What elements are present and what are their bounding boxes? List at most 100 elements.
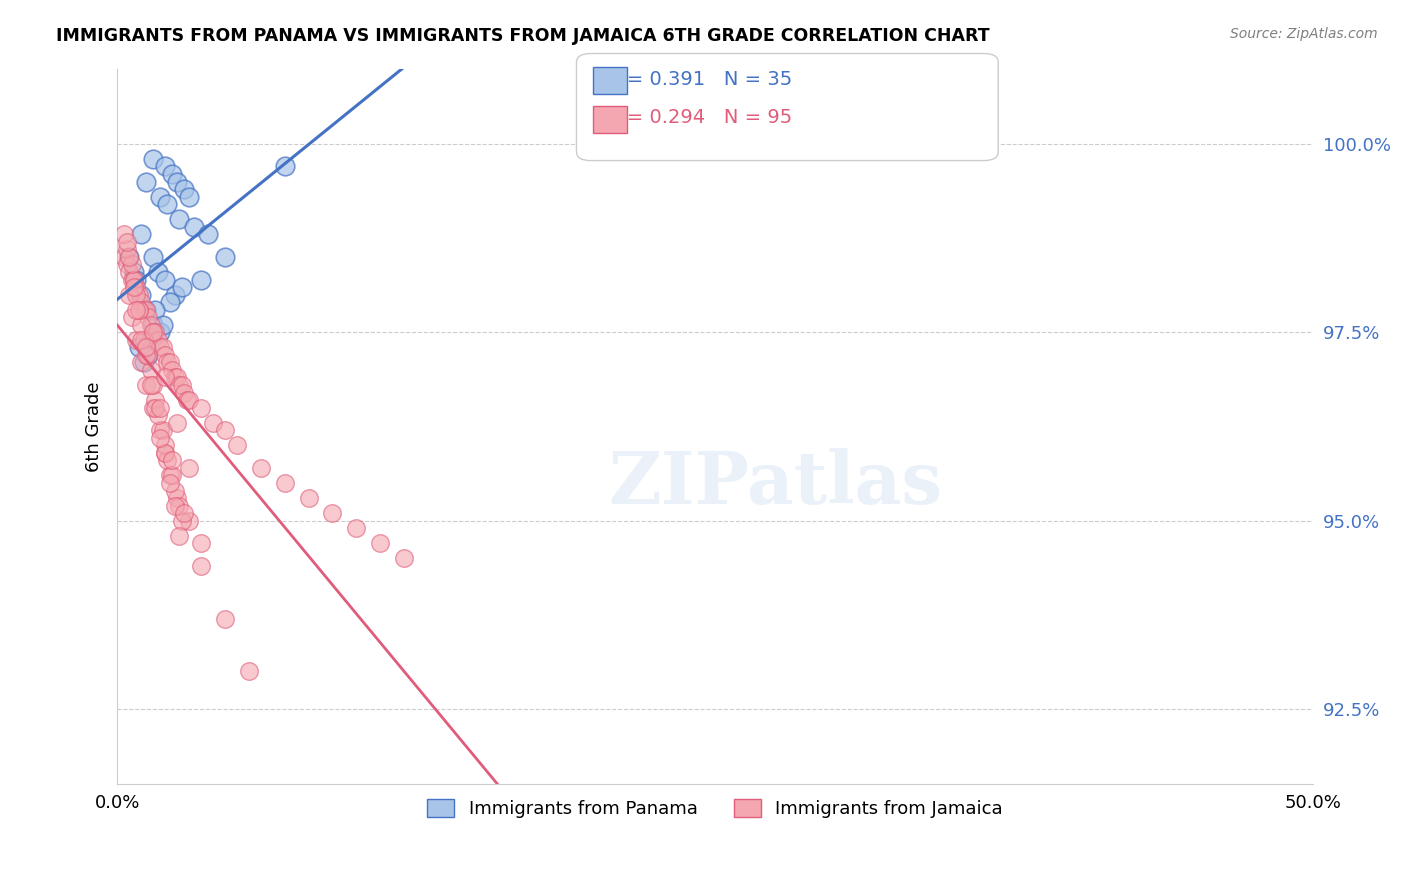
Point bbox=[132, 355, 155, 369]
Point bbox=[156, 355, 179, 369]
Point bbox=[170, 280, 193, 294]
Point bbox=[146, 408, 169, 422]
Point bbox=[214, 612, 236, 626]
Point bbox=[214, 423, 236, 437]
Point bbox=[121, 310, 143, 325]
Point bbox=[115, 257, 138, 271]
Point bbox=[121, 257, 143, 271]
Point bbox=[152, 318, 174, 332]
Point bbox=[142, 318, 165, 332]
Point bbox=[149, 189, 172, 203]
Point bbox=[145, 302, 167, 317]
Point bbox=[169, 378, 191, 392]
Point bbox=[152, 340, 174, 354]
Point bbox=[136, 348, 159, 362]
Point bbox=[153, 446, 176, 460]
Point bbox=[128, 287, 150, 301]
Point bbox=[149, 423, 172, 437]
Point bbox=[190, 272, 212, 286]
Point bbox=[112, 227, 135, 242]
Point bbox=[142, 250, 165, 264]
Point bbox=[169, 499, 191, 513]
Point bbox=[201, 416, 224, 430]
Point bbox=[132, 302, 155, 317]
Point bbox=[142, 326, 165, 340]
Point bbox=[156, 197, 179, 211]
Point bbox=[166, 175, 188, 189]
Point bbox=[129, 318, 152, 332]
Point bbox=[190, 536, 212, 550]
Point bbox=[177, 461, 200, 475]
Point bbox=[273, 475, 295, 490]
Point bbox=[170, 378, 193, 392]
Point bbox=[129, 287, 152, 301]
Point bbox=[128, 340, 150, 354]
Point bbox=[163, 499, 186, 513]
Point bbox=[238, 665, 260, 679]
Point bbox=[176, 393, 198, 408]
Point bbox=[149, 326, 172, 340]
Point bbox=[118, 287, 141, 301]
Point bbox=[177, 514, 200, 528]
Point bbox=[190, 558, 212, 573]
Point bbox=[125, 287, 148, 301]
Point bbox=[166, 416, 188, 430]
Point bbox=[142, 152, 165, 166]
Point bbox=[149, 401, 172, 415]
Point bbox=[135, 378, 157, 392]
Point bbox=[122, 280, 145, 294]
Point bbox=[139, 333, 162, 347]
Point bbox=[132, 333, 155, 347]
Point bbox=[149, 340, 172, 354]
Point bbox=[394, 551, 416, 566]
Point bbox=[370, 536, 392, 550]
Point bbox=[160, 468, 183, 483]
Point bbox=[160, 363, 183, 377]
Point bbox=[145, 401, 167, 415]
Point bbox=[128, 302, 150, 317]
Point bbox=[118, 265, 141, 279]
Point bbox=[169, 212, 191, 227]
Point bbox=[214, 250, 236, 264]
Point bbox=[135, 175, 157, 189]
Point bbox=[160, 167, 183, 181]
Point bbox=[136, 348, 159, 362]
Point bbox=[135, 348, 157, 362]
Point bbox=[122, 272, 145, 286]
Point bbox=[153, 160, 176, 174]
Point bbox=[112, 250, 135, 264]
Point bbox=[159, 295, 181, 310]
Point bbox=[225, 438, 247, 452]
Point bbox=[173, 506, 195, 520]
Point bbox=[190, 401, 212, 415]
Point bbox=[173, 182, 195, 196]
Point bbox=[156, 453, 179, 467]
Point bbox=[153, 370, 176, 384]
Point bbox=[249, 461, 271, 475]
Point bbox=[173, 385, 195, 400]
Point bbox=[115, 243, 138, 257]
Point bbox=[145, 326, 167, 340]
Point bbox=[129, 355, 152, 369]
Point bbox=[152, 423, 174, 437]
Point bbox=[197, 227, 219, 242]
Point bbox=[153, 348, 176, 362]
Point bbox=[153, 272, 176, 286]
Point bbox=[159, 355, 181, 369]
Point bbox=[118, 250, 141, 264]
Text: IMMIGRANTS FROM PANAMA VS IMMIGRANTS FROM JAMAICA 6TH GRADE CORRELATION CHART: IMMIGRANTS FROM PANAMA VS IMMIGRANTS FRO… bbox=[56, 27, 990, 45]
Point bbox=[145, 393, 167, 408]
Point bbox=[125, 302, 148, 317]
Point bbox=[139, 318, 162, 332]
Point bbox=[121, 272, 143, 286]
Point bbox=[321, 506, 343, 520]
Point bbox=[183, 219, 205, 234]
Point bbox=[135, 302, 157, 317]
Point bbox=[163, 483, 186, 498]
Point bbox=[129, 333, 152, 347]
Point bbox=[149, 431, 172, 445]
Point bbox=[129, 295, 152, 310]
Point bbox=[135, 302, 157, 317]
Point bbox=[122, 265, 145, 279]
Point bbox=[169, 529, 191, 543]
